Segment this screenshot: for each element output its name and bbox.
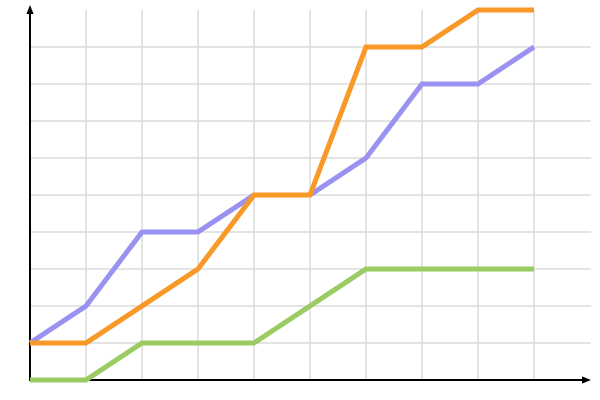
y-axis-arrow — [26, 5, 34, 14]
series-line-green-series — [30, 266, 534, 383]
series-line-orange-series — [30, 7, 534, 346]
x-axis-arrow — [582, 376, 591, 384]
